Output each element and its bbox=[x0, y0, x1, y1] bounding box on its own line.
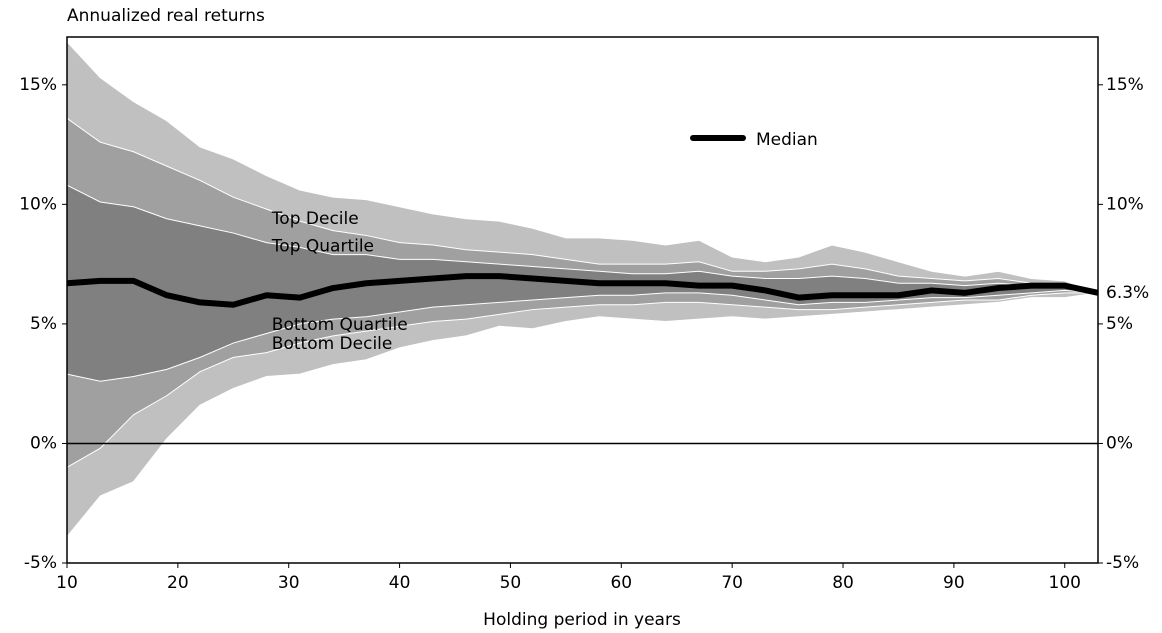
x-tick-label: 40 bbox=[389, 573, 411, 593]
y2-tick-label: 15% bbox=[1106, 75, 1144, 95]
band-label: Top Decile bbox=[271, 209, 359, 229]
y2-tick-label: -5% bbox=[1106, 553, 1139, 573]
band-label: Top Quartile bbox=[271, 236, 374, 256]
band-label: Bottom Decile bbox=[272, 334, 393, 354]
band-label: Bottom Quartile bbox=[272, 315, 408, 335]
percentile-line bbox=[66, 289, 1099, 382]
y-tick-label: 0% bbox=[30, 433, 57, 453]
x-tick-label: 20 bbox=[167, 573, 189, 593]
x-tick-label: 30 bbox=[278, 573, 300, 593]
range-edge bbox=[66, 41, 1099, 294]
band-fill bbox=[67, 41, 1098, 293]
band-fill bbox=[67, 290, 1098, 468]
y2-tick-label: 5% bbox=[1106, 314, 1133, 334]
x-tick-label: 100 bbox=[1049, 573, 1081, 593]
percentile-line bbox=[66, 117, 1099, 294]
legend-label: Median bbox=[756, 130, 818, 150]
percentile-line bbox=[66, 292, 1098, 468]
percentile-line bbox=[66, 184, 1099, 294]
end-label: 6.3% bbox=[1106, 283, 1149, 303]
x-tick-label: 50 bbox=[500, 573, 522, 593]
median-line bbox=[66, 273, 1099, 308]
x-axis-label: Holding period in years bbox=[483, 610, 681, 630]
y-tick-label: 10% bbox=[19, 194, 57, 214]
y2-tick-label: 10% bbox=[1106, 194, 1144, 214]
plot-frame bbox=[66, 36, 1099, 564]
y2-tick-label: 0% bbox=[1106, 433, 1133, 453]
band-fill bbox=[67, 118, 1098, 293]
x-tick-label: 70 bbox=[721, 573, 743, 593]
y-tick-label: 5% bbox=[30, 314, 57, 334]
y-tick-label: -5% bbox=[24, 553, 57, 573]
y-tick-label: 15% bbox=[19, 75, 57, 95]
x-tick-label: 10 bbox=[56, 573, 78, 593]
x-tick-label: 90 bbox=[943, 573, 965, 593]
y-axis-label: Annualized real returns bbox=[67, 6, 265, 26]
x-tick-label: 80 bbox=[832, 573, 854, 593]
range-edge bbox=[66, 292, 1099, 538]
x-tick-label: 60 bbox=[610, 573, 632, 593]
band-fill bbox=[67, 292, 1098, 537]
